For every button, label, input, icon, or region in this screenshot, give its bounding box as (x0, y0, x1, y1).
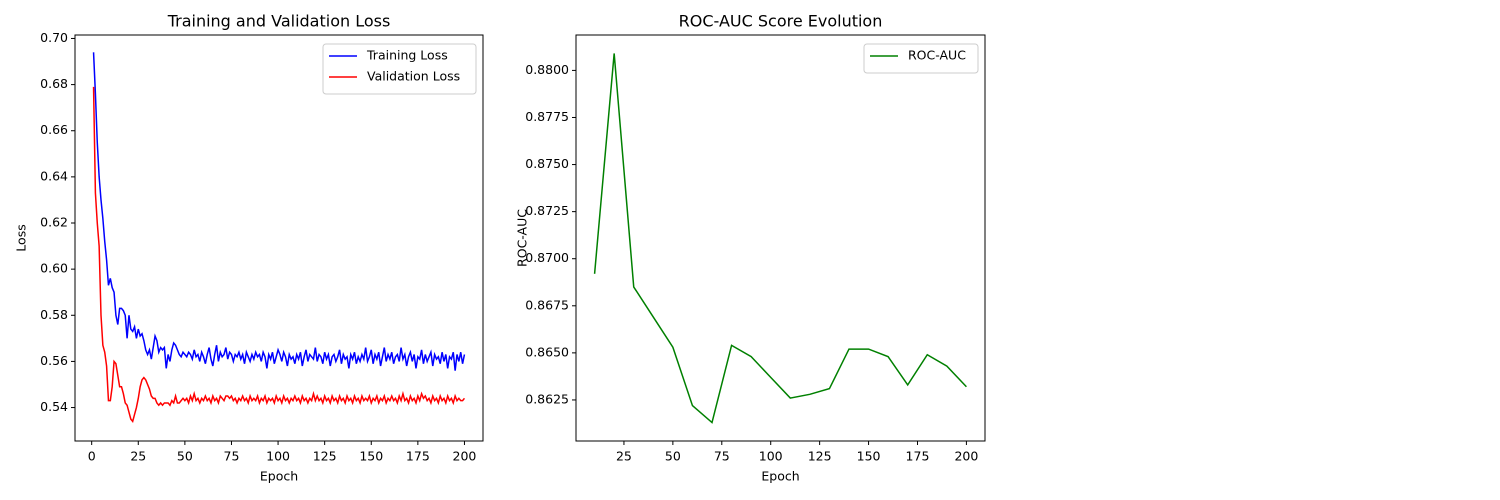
x-tick-label: 200 (453, 449, 477, 464)
x-tick-label: 175 (406, 449, 430, 464)
x-tick-label: 0 (88, 449, 96, 464)
x-tick-label: 100 (759, 449, 783, 464)
y-tick-label: 0.66 (40, 122, 68, 137)
x-tick-label: 150 (359, 449, 383, 464)
y-tick-label: 0.8700 (525, 250, 569, 265)
y-tick-label: 0.70 (40, 30, 68, 45)
x-tick-label: 150 (857, 449, 881, 464)
x-axis-label: Epoch (761, 469, 799, 484)
y-tick-label: 0.8775 (525, 109, 569, 124)
x-tick-label: 200 (954, 449, 978, 464)
y-tick-label: 0.64 (40, 168, 68, 183)
x-tick-label: 75 (224, 449, 240, 464)
y-tick-label: 0.56 (40, 353, 68, 368)
y-tick-label: 0.8725 (525, 203, 569, 218)
axes-frame (575, 34, 986, 442)
x-tick-label: 50 (177, 449, 193, 464)
chart-title: Training and Validation Loss (167, 12, 391, 31)
legend-box (863, 43, 979, 74)
y-tick-label: 0.62 (40, 215, 68, 230)
line-series (593, 53, 967, 424)
legend-label: ROC-AUC (908, 48, 966, 63)
x-tick-label: 175 (906, 449, 930, 464)
y-axis-label: ROC-AUC (515, 209, 530, 267)
y-tick-label: 0.8650 (525, 344, 569, 359)
legend-label: Validation Loss (367, 69, 460, 84)
legend-label: Training Loss (366, 48, 448, 63)
y-tick-label: 0.8800 (525, 62, 569, 77)
y-tick-label: 0.60 (40, 261, 68, 276)
y-tick-label: 0.54 (40, 399, 68, 414)
x-tick-label: 50 (665, 449, 681, 464)
x-tick-label: 75 (714, 449, 730, 464)
y-tick-label: 0.68 (40, 76, 68, 91)
y-tick-label: 0.58 (40, 307, 68, 322)
x-tick-label: 125 (313, 449, 337, 464)
y-tick-label: 0.8750 (525, 156, 569, 171)
line-series (92, 52, 466, 371)
chart-title: ROC-AUC Score Evolution (679, 12, 883, 31)
y-tick-label: 0.8625 (525, 391, 569, 406)
x-tick-label: 25 (616, 449, 632, 464)
line-series (92, 86, 466, 424)
y-tick-label: 0.8675 (525, 297, 569, 312)
legend-box (322, 43, 477, 95)
x-tick-label: 25 (130, 449, 146, 464)
x-tick-label: 125 (808, 449, 832, 464)
x-axis-label: Epoch (260, 469, 298, 484)
y-axis-label: Loss (14, 224, 29, 251)
axes-frame (74, 34, 484, 442)
x-tick-label: 100 (266, 449, 290, 464)
